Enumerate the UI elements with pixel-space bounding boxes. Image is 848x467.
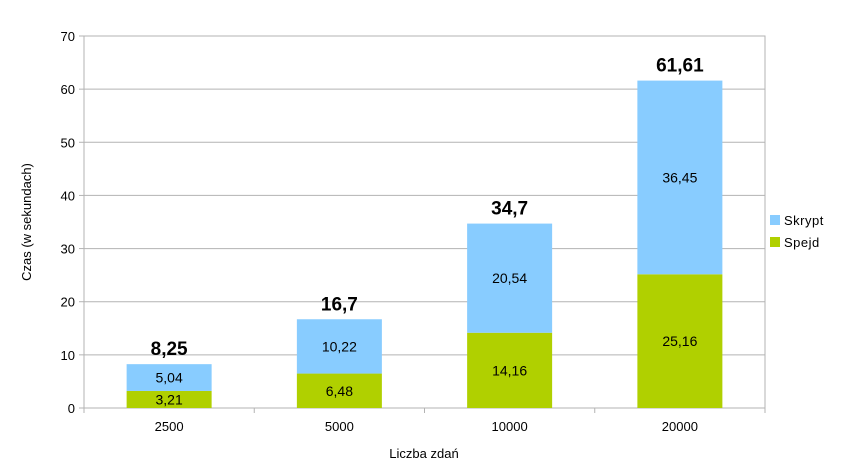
bar-segment-spejd [126, 390, 212, 408]
bar-value-label: 10,22 [322, 338, 357, 354]
y-axis-title: Czas (w sekundach) [19, 163, 34, 281]
x-axis-title: Liczba zdań [389, 446, 458, 461]
y-tick-label: 0 [68, 401, 75, 416]
x-tick-label: 2500 [155, 419, 184, 434]
bar-total-label: 34,7 [491, 199, 528, 220]
y-tick-label: 10 [61, 348, 75, 363]
bar-value-label: 20,54 [492, 270, 527, 286]
y-tick-label: 30 [61, 242, 75, 257]
y-tick-label: 60 [61, 82, 75, 97]
bar-total-label: 16,7 [321, 294, 358, 315]
bar-segment-skrypt [126, 364, 212, 391]
bar-segment-spejd [296, 373, 382, 408]
y-tick-label: 40 [61, 188, 75, 203]
legend-swatch-skrypt [770, 215, 780, 225]
bar-segment-spejd [637, 274, 723, 408]
y-tick-label: 70 [61, 29, 75, 44]
x-tick-label: 20000 [662, 419, 698, 434]
y-tick-label: 20 [61, 295, 75, 310]
bar-value-label: 3,21 [156, 391, 183, 407]
bar-total-label: 61,61 [656, 56, 704, 77]
bar-total-label: 8,25 [151, 339, 188, 360]
bar-value-label: 36,45 [662, 169, 697, 185]
bar-segment-skrypt [637, 80, 723, 275]
bar-segment-skrypt [296, 319, 382, 374]
x-axis: 2500 5000 10000 20000 [83, 408, 766, 434]
legend-swatch-spejd [770, 237, 780, 247]
bar-segment-spejd [467, 332, 553, 408]
y-axis: 0 10 20 30 40 50 60 70 [61, 29, 84, 416]
bar-value-label: 14,16 [492, 362, 527, 378]
bars: 3,21 5,04 8,25 6,48 10,22 16,7 14,16 20,54 34,7 2… [126, 56, 723, 408]
bar-segment-skrypt [467, 223, 553, 333]
legend-label-skrypt: Skrypt [784, 213, 824, 228]
bar-value-label: 5,04 [156, 370, 183, 386]
x-tick-label: 10000 [492, 419, 528, 434]
y-tick-label: 50 [61, 135, 75, 150]
bar-value-label: 25,16 [662, 333, 697, 349]
legend-label-spejd: Spejd [784, 235, 820, 250]
bar-value-label: 6,48 [326, 383, 353, 399]
x-tick-label: 5000 [325, 419, 354, 434]
legend: Skrypt Spejd [770, 213, 824, 250]
